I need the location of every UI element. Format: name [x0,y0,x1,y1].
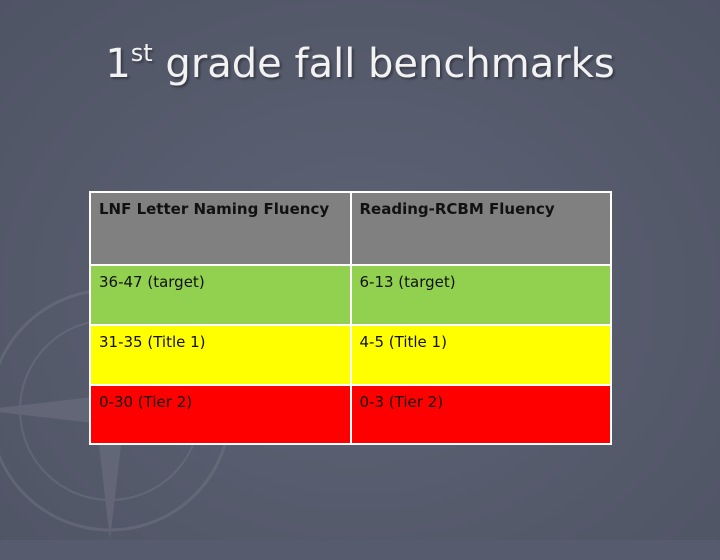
cell-lnf-tier2: 0-30 (Tier 2) [89,384,352,445]
header-cell-rcbm: Reading-RCBM Fluency [349,191,612,266]
cell-lnf-title1: 31-35 (Title 1) [89,324,352,386]
slide-title: 1st grade fall benchmarks [0,36,720,92]
title-number: 1 [105,41,131,87]
header-cell-lnf: LNF Letter Naming Fluency [89,191,352,266]
benchmark-table: LNF Letter Naming Fluency Reading-RCBM F… [89,191,612,445]
cell-rcbm-title1: 4-5 (Title 1) [349,324,612,386]
title-text: grade fall benchmarks [152,41,615,87]
table-row-title1: 31-35 (Title 1) 4-5 (Title 1) [89,324,612,386]
cell-rcbm-target: 6-13 (target) [349,264,612,326]
title-superscript: st [130,39,153,67]
table-row-target: 36-47 (target) 6-13 (target) [89,264,612,326]
table-row-tier2: 0-30 (Tier 2) 0-3 (Tier 2) [89,384,612,445]
cell-lnf-target: 36-47 (target) [89,264,352,326]
table-header-row: LNF Letter Naming Fluency Reading-RCBM F… [89,191,612,266]
cell-rcbm-tier2: 0-3 (Tier 2) [349,384,612,445]
